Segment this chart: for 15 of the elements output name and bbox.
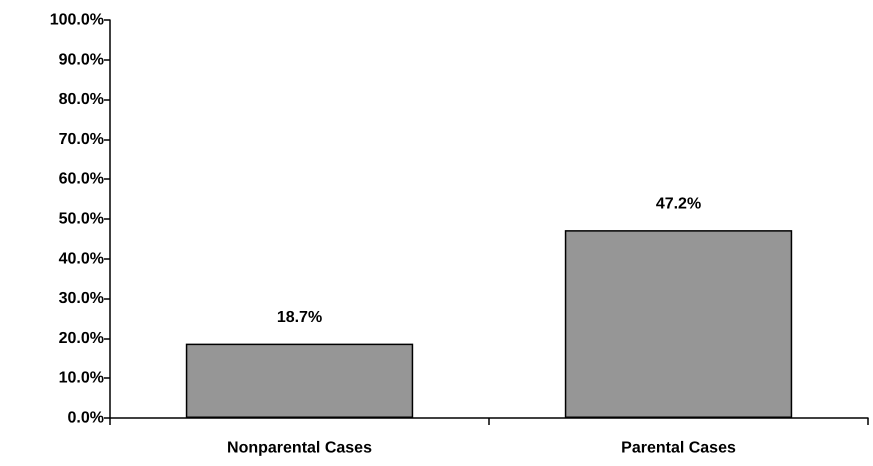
y-tick-label: 10.0%: [58, 370, 104, 387]
y-tick-label: 100.0%: [50, 12, 104, 28]
data-label: 47.2%: [656, 196, 702, 213]
y-tick-label: 20.0%: [58, 330, 104, 347]
y-tick-label: 50.0%: [58, 210, 104, 228]
data-label: 18.7%: [276, 309, 322, 326]
x-tick-label: Nonparental Cases: [227, 440, 372, 456]
y-tick-label: 80.0%: [58, 91, 104, 108]
y-tick-label: 0.0%: [68, 410, 104, 426]
y-tick-label: 30.0%: [58, 290, 104, 308]
y-tick-label: 70.0%: [58, 130, 104, 148]
x-tick-label: Parental Cases: [621, 440, 736, 456]
y-tick-label: 60.0%: [58, 170, 104, 188]
y-tick-label: 40.0%: [58, 250, 104, 268]
y-tick-label: 90.0%: [58, 51, 104, 68]
